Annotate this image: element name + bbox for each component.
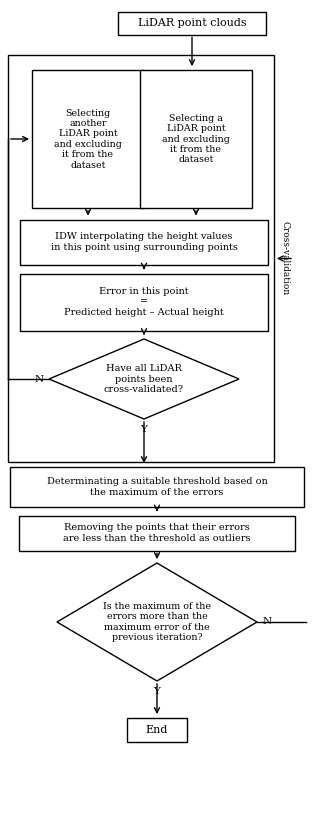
Bar [140, 70, 252, 208]
Text: Cross-validation: Cross-validation [280, 221, 290, 295]
Bar [20, 220, 268, 265]
Bar [20, 274, 268, 330]
Text: Removing the points that their errors
are less than the threshold as outliers: Removing the points that their errors ar… [63, 523, 251, 543]
Text: LiDAR point clouds: LiDAR point clouds [138, 18, 246, 28]
Bar [118, 11, 266, 34]
Text: IDW interpolating the height values
in this point using surrounding points: IDW interpolating the height values in t… [51, 232, 237, 252]
Bar [127, 718, 187, 742]
Text: N: N [35, 374, 44, 383]
Polygon shape [49, 339, 239, 419]
Text: End: End [146, 725, 168, 735]
Bar [32, 70, 144, 208]
Text: Error in this point
=
Predicted height – Actual height: Error in this point = Predicted height –… [64, 287, 224, 317]
Text: Y: Y [154, 686, 160, 695]
Bar [10, 467, 304, 507]
Text: Is the maximum of the
errors more than the
maximum error of the
previous iterati: Is the maximum of the errors more than t… [103, 602, 211, 642]
Text: Y: Y [141, 424, 148, 434]
Text: Selecting
another
LiDAR point
and excluding
it from the
dataset: Selecting another LiDAR point and exclud… [54, 108, 122, 169]
Text: Have all LiDAR
points been
cross-validated?: Have all LiDAR points been cross-validat… [104, 364, 184, 394]
Bar [8, 55, 274, 462]
Text: Selecting a
LiDAR point
and excluding
it from the
dataset: Selecting a LiDAR point and excluding it… [162, 114, 230, 164]
Bar [19, 515, 295, 550]
Polygon shape [57, 563, 257, 681]
Text: N: N [263, 618, 272, 627]
Text: Determinating a suitable threshold based on
the maximum of the errors: Determinating a suitable threshold based… [46, 477, 268, 497]
